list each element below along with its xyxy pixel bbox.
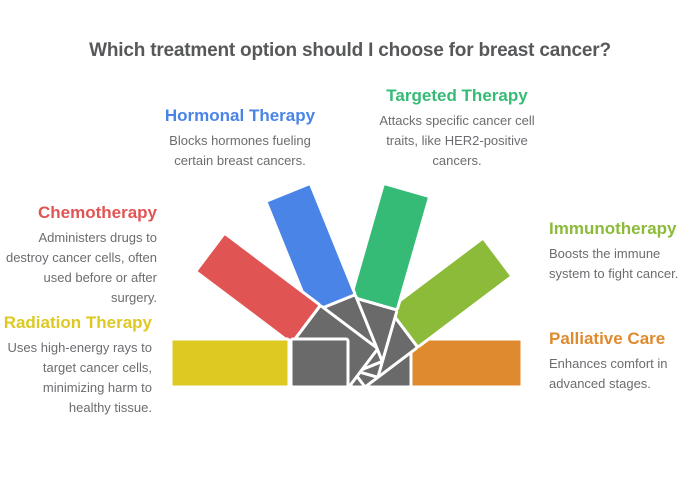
fan-blade-arm-targeted-therapy [349, 182, 431, 312]
fan-blade-arm-immunotherapy [388, 237, 513, 348]
treatment-heading-targeted-therapy: Targeted Therapy [386, 86, 528, 105]
treatment-description-line: surgery. [111, 290, 157, 305]
treatment-heading-hormonal-therapy: Hormonal Therapy [164, 106, 316, 125]
fan-blade-arm-radiation-therapy [169, 337, 291, 389]
treatment-heading-chemotherapy: Chemotherapy [37, 203, 157, 222]
fan-blade-arm-chemotherapy [194, 232, 322, 345]
treatment-heading-palliative-care: Palliative Care [549, 329, 666, 348]
treatment-block-immunotherapy: Immunotherapy Boosts the immune system t… [549, 219, 699, 284]
fan-blade-arm-palliative-care [409, 337, 524, 389]
treatment-block-hormonal-therapy: Hormonal Therapy Blocks hormones fueling… [140, 106, 340, 171]
treatment-block-chemotherapy: Chemotherapy Administers drugs to destro… [0, 203, 158, 308]
treatment-description-line: traits, like HER2-positive [386, 133, 528, 148]
treatment-description-line: Attacks specific cancer cell [379, 113, 535, 128]
treatment-description-line: destroy cancer cells, often [5, 250, 157, 265]
treatment-block-palliative-care: Palliative Care Enhances comfort in adva… [549, 329, 699, 394]
treatment-description-line: certain breast cancers. [174, 153, 306, 168]
treatment-description-line: cancers. [432, 153, 482, 168]
treatment-description-line: system to fight cancer. [549, 266, 679, 281]
page-title: Which treatment option should I choose f… [89, 40, 611, 61]
fan-blade-chemotherapy [194, 232, 379, 388]
fan-blade-base-radiation-therapy [289, 337, 350, 389]
treatment-description-line: Administers drugs to [38, 230, 158, 245]
treatment-description-line: Enhances comfort in [549, 356, 668, 371]
treatment-description-line: minimizing harm to [42, 380, 152, 395]
treatment-description-line: used before or after [43, 270, 157, 285]
fan-blade-arm-hormonal-therapy [264, 182, 357, 314]
treatment-block-targeted-therapy: Targeted Therapy Attacks specific cancer… [357, 86, 557, 171]
treatment-heading-radiation-therapy: Radiation Therapy [3, 313, 152, 332]
fan-blade-radiation-therapy [169, 337, 350, 389]
treatment-description-line: Blocks hormones fueling [169, 133, 311, 148]
treatment-description-line: advanced stages. [549, 376, 651, 391]
treatment-description-line: Uses high-energy rays to [7, 340, 152, 355]
treatment-description-line: healthy tissue. [68, 400, 152, 415]
treatment-block-radiation-therapy: Radiation Therapy Uses high-energy rays … [0, 313, 152, 418]
treatment-heading-immunotherapy: Immunotherapy [549, 219, 677, 238]
treatment-description-line: Boosts the immune [549, 246, 661, 261]
treatment-description-line: target cancer cells, [42, 360, 152, 375]
